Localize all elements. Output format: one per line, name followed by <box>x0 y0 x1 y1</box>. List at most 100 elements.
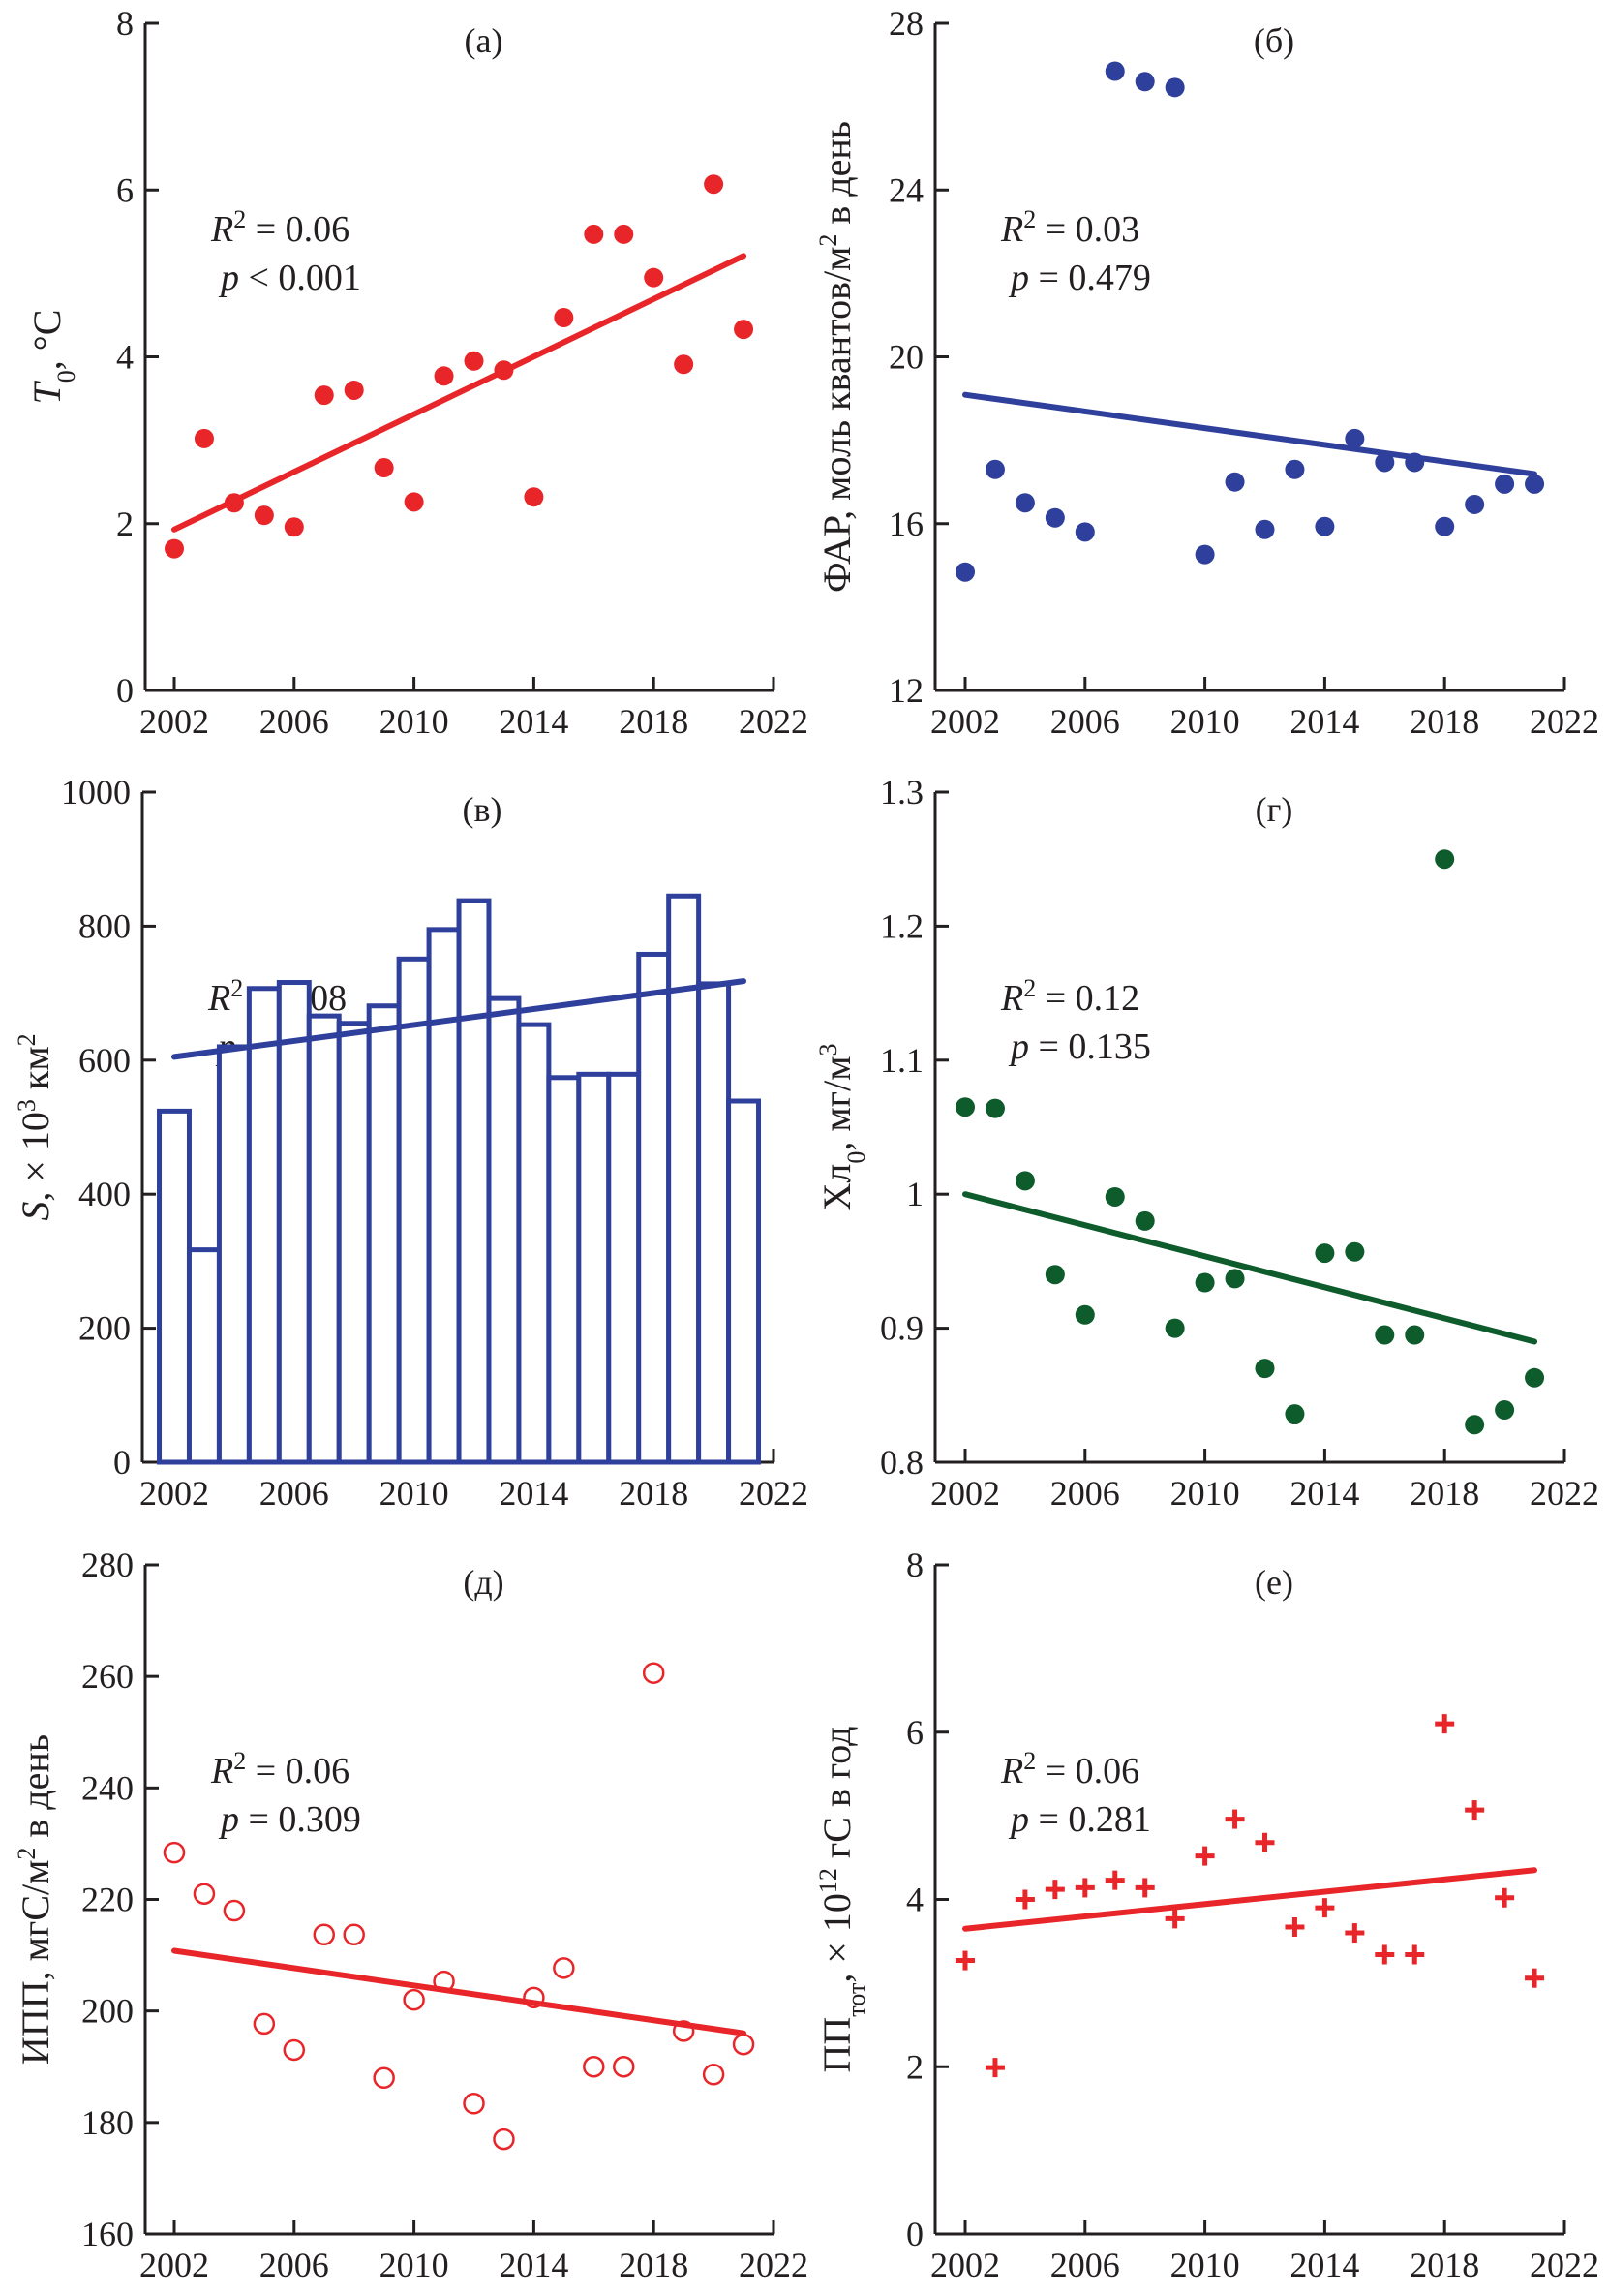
panel-label: (а) <box>465 21 503 60</box>
y-tick-label: 1.3 <box>880 773 924 811</box>
x-tick-label: 2018 <box>1410 2246 1479 2284</box>
trend-line <box>171 253 747 533</box>
x-tick-label: 2022 <box>1530 702 1599 741</box>
data-point <box>403 1988 425 2011</box>
p-value-annotation: p = 0.281 <box>1008 1799 1151 1840</box>
bar <box>636 951 672 1465</box>
y-axis-label-part: 3 <box>13 1099 41 1112</box>
y-axis-label: S, × 103 км2 <box>13 1033 58 1220</box>
y-tick-label: 2 <box>116 505 134 543</box>
data-point <box>1165 77 1185 98</box>
r-squared-annotation: R2 = 0.06 <box>210 205 349 251</box>
y-tick-label: 6 <box>116 170 134 209</box>
annotation-value: = 0.06 <box>246 209 349 250</box>
data-point <box>732 2033 755 2056</box>
x-tick-label: 2022 <box>739 702 808 741</box>
x-tick-label: 2002 <box>139 2246 209 2284</box>
x-tick-label: 2018 <box>1410 702 1479 741</box>
data-point <box>343 1923 365 1946</box>
bar <box>696 981 732 1465</box>
data-point <box>1435 1714 1455 1734</box>
y-tick-label: 260 <box>81 1657 134 1696</box>
y-tick-label: 16 <box>889 505 924 543</box>
panel-5: 160 180 200 220 240 260 280 2002 2006 2010 2014 201… <box>13 1546 809 2284</box>
data-point <box>1495 1887 1515 1908</box>
y-axis-label: ППтот, × 1012 гС в год <box>814 1727 870 2073</box>
x-tick-label: 2006 <box>259 702 329 741</box>
bar <box>157 1108 192 1465</box>
x-tick-label: 2010 <box>379 2246 449 2284</box>
p-value-annotation: p < 0.001 <box>218 258 361 298</box>
data-point <box>1195 1846 1215 1866</box>
x-tick-label: 2010 <box>1170 702 1240 741</box>
annotation-symbol: R <box>210 1751 233 1791</box>
data-point <box>1465 1415 1485 1435</box>
data-point <box>1255 1832 1275 1852</box>
y-tick-label: 1.2 <box>880 906 924 945</box>
x-tick-label: 2014 <box>1289 1474 1359 1513</box>
panel-label: (б) <box>1254 21 1294 60</box>
data-point <box>1225 1809 1245 1829</box>
x-tick-label: 2006 <box>1050 1474 1120 1513</box>
annotation-symbol: R <box>1000 1751 1023 1791</box>
annotation-value: = 0.12 <box>1036 978 1139 1019</box>
y-axis-label: Хл0, мг/м3 <box>814 1043 870 1210</box>
bar <box>396 956 432 1465</box>
data-point <box>1135 72 1155 92</box>
x-tick-label: 2010 <box>379 702 449 741</box>
x-tick-label: 2022 <box>739 2246 808 2284</box>
x-tick-label: 2006 <box>259 2246 329 2284</box>
data-point <box>1285 1404 1305 1424</box>
data-point <box>1525 1367 1545 1388</box>
trend-line <box>962 391 1538 477</box>
p-value-annotation: p = 0.309 <box>218 1799 361 1840</box>
annotation-symbol: R <box>207 978 230 1019</box>
data-point <box>644 267 664 288</box>
annotation-exponent: 2 <box>1023 1747 1036 1775</box>
y-axis-label-part: км <box>14 1046 57 1099</box>
y-axis-label-part: в день <box>815 121 859 234</box>
x-tick-label: 2010 <box>1170 2246 1240 2284</box>
y-tick-label: 8 <box>116 4 134 43</box>
y-axis-label-part: Хл <box>815 1164 859 1211</box>
data-point <box>1285 1917 1305 1938</box>
x-tick-label: 2010 <box>1170 1474 1240 1513</box>
annotation-value: = 0.309 <box>239 1799 361 1840</box>
bar <box>456 898 492 1465</box>
data-point <box>1465 494 1485 514</box>
annotation-value: = 0.03 <box>1036 209 1139 250</box>
data-point <box>583 2056 605 2078</box>
x-tick-label: 2002 <box>139 1474 209 1513</box>
annotation-value: = 0.281 <box>1029 1799 1151 1840</box>
data-point <box>554 308 574 328</box>
y-axis-label-part: ФАР, моль квантов/м <box>815 247 859 593</box>
data-point <box>1375 1325 1395 1345</box>
bar <box>546 1075 582 1465</box>
y-tick-label: 0 <box>113 1443 131 1482</box>
data-point <box>1225 472 1245 492</box>
y-tick-label: 800 <box>78 906 131 945</box>
data-point <box>584 224 604 244</box>
data-point <box>734 320 754 340</box>
x-tick-label: 2014 <box>499 2246 568 2284</box>
data-point <box>523 1986 545 2009</box>
data-point <box>283 2038 306 2062</box>
data-point <box>344 380 364 400</box>
y-tick-label: 160 <box>81 2215 134 2253</box>
data-point <box>702 2064 725 2086</box>
annotation-value: < 0.001 <box>239 258 361 298</box>
data-point <box>313 1923 335 1946</box>
data-point <box>1045 1880 1065 1900</box>
data-point <box>165 538 184 559</box>
data-point <box>1135 1210 1155 1231</box>
bar <box>216 1044 252 1465</box>
y-axis-label-part: гС в год <box>815 1727 859 1869</box>
data-point <box>956 562 975 582</box>
panel-label: (в) <box>463 790 502 829</box>
data-point <box>1405 1944 1425 1965</box>
data-point <box>1075 522 1095 542</box>
bar <box>606 1071 642 1465</box>
bar <box>246 986 282 1465</box>
r-squared-annotation: R2 = 0.12 <box>1000 974 1139 1020</box>
